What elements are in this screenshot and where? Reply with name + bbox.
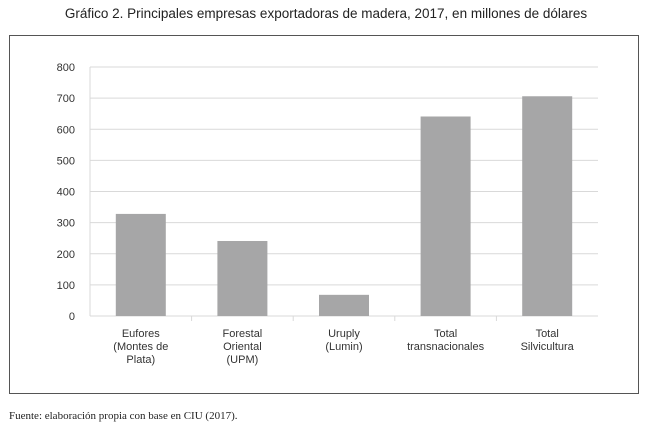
chart-frame (9, 35, 639, 394)
y-tick-label: 400 (57, 187, 75, 199)
x-category-label: (Montes de (113, 341, 168, 353)
x-category-label: Plata) (126, 354, 155, 366)
bar (420, 116, 471, 317)
bar-chart: 0 100 200 300 400 500 600 700 800 Eufores(Montes … (57, 62, 598, 366)
y-tick-label: 700 (57, 93, 75, 105)
x-category-label: (UPM) (227, 354, 259, 366)
x-category-label: Total (434, 328, 457, 340)
y-tick-label: 800 (57, 62, 75, 74)
y-tick-label: 500 (57, 155, 75, 167)
y-tick-label: 0 (69, 311, 75, 323)
x-category-label: (Lumin) (325, 341, 362, 353)
source-note: Fuente: elaboración propia con base en C… (9, 410, 238, 422)
y-tick-label: 600 (57, 124, 75, 136)
x-category-label: Silvicultura (521, 341, 575, 353)
x-category-label: transnacionales (407, 341, 485, 353)
chart-title: Gráfico 2. Principales empresas exportad… (64, 6, 588, 21)
x-category-label: Oriental (223, 341, 262, 353)
y-tick-label: 100 (57, 280, 75, 292)
x-category-label: Forestal (223, 328, 263, 340)
y-tick-label: 200 (57, 249, 75, 261)
y-tick-label: 300 (57, 218, 75, 230)
x-category-label: Uruply (328, 328, 360, 340)
x-category-label: Eufores (122, 328, 160, 340)
bar (115, 213, 166, 316)
bar (319, 294, 369, 316)
bar (522, 96, 573, 316)
x-category-label: Total (536, 328, 559, 340)
bar (217, 240, 268, 316)
